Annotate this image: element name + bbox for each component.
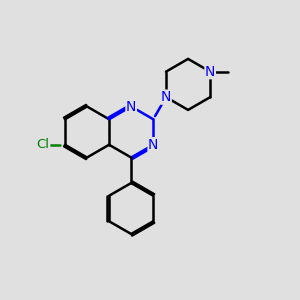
Text: Cl: Cl: [37, 138, 50, 151]
Text: N: N: [161, 90, 171, 104]
Text: N: N: [148, 138, 158, 152]
Text: N: N: [126, 100, 136, 113]
Text: N: N: [205, 65, 215, 79]
